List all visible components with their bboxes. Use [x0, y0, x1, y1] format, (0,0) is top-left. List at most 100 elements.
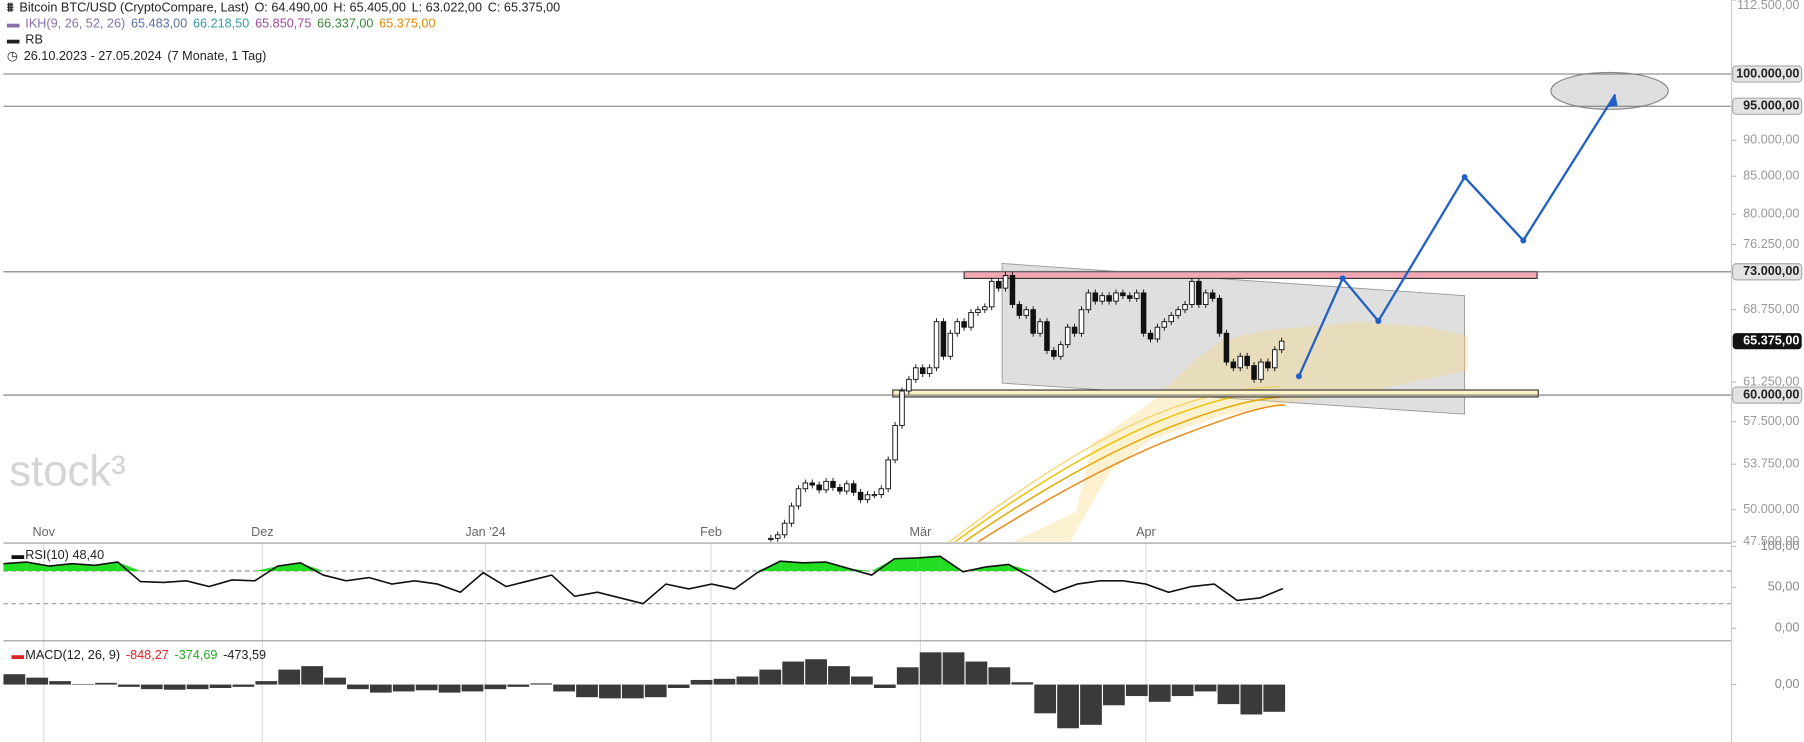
candle: [1023, 309, 1030, 316]
candle: [892, 424, 898, 461]
candle: [774, 534, 781, 539]
y-tick-label: 80.000,00: [1743, 207, 1799, 221]
histogram-bar: [759, 669, 782, 685]
histogram-bar: [873, 684, 896, 689]
candle: [1044, 321, 1050, 351]
histogram-bar: [599, 684, 621, 699]
candle: [1009, 275, 1016, 305]
candle: [919, 367, 926, 375]
histogram-bar: [1148, 684, 1171, 702]
candle: [802, 482, 809, 490]
rsi-line: [3, 555, 1284, 605]
indicator-name: IKH(9, 26, 52, 26): [25, 17, 126, 32]
candle: [1078, 309, 1085, 334]
candle: [899, 390, 905, 426]
candle: [1202, 292, 1209, 305]
histogram-bar: [667, 684, 690, 689]
target-ellipse: [1550, 71, 1669, 110]
candle: [1127, 295, 1133, 299]
candle: [816, 484, 822, 491]
header-row: ▬ RB: [7, 32, 566, 48]
last-price-box: [1732, 333, 1802, 350]
histogram-bar: [690, 679, 713, 685]
y-tick-label: 0,00: [1775, 677, 1800, 691]
chart-header: ⩩ Bitcoin BTC/USD (CryptoCompare, Last) O:…: [7, 0, 566, 64]
x-tick-label: Nov: [32, 525, 55, 539]
histogram-bar: [186, 684, 209, 690]
ohlc-value: C: 65.375,00: [487, 1, 561, 15]
candle: [850, 483, 857, 493]
instrument-title: Bitcoin BTC/USD (CryptoCompare, Last): [19, 1, 249, 15]
histogram-bar: [1240, 684, 1263, 715]
projection: [1295, 93, 1618, 380]
candle: [1030, 309, 1036, 334]
candle: [788, 505, 795, 524]
candle: [1154, 326, 1161, 340]
histogram-bar: [965, 661, 988, 685]
histogram-bar: [278, 669, 301, 685]
watermark: stock³: [9, 447, 126, 496]
level-label-box: [1732, 386, 1803, 404]
level-label: 73.000,00: [1743, 264, 1799, 278]
candle: [878, 488, 885, 495]
histogram-bar: [621, 684, 644, 699]
last-price-label: 65.375,00: [1743, 333, 1799, 347]
legend-value: -374,69: [175, 648, 218, 662]
candle: [1251, 365, 1257, 380]
y-tick-label: 50,00: [1768, 580, 1800, 594]
projection-point: [1520, 237, 1527, 244]
ikh-line: [954, 390, 1283, 542]
ikh-line: [977, 404, 1286, 542]
y-tick-label: 57.500,00: [1743, 414, 1799, 428]
candle: [1120, 292, 1126, 297]
y-tick-label: 90.000,00: [1743, 133, 1799, 147]
candle: [871, 494, 878, 497]
indicator-value: 65.850,75: [255, 17, 312, 32]
candle: [1058, 344, 1064, 357]
candle: [1092, 292, 1099, 302]
candle: [1189, 280, 1195, 305]
histogram-bar: [828, 666, 850, 685]
histogram-bar: [896, 667, 919, 685]
histogram-bar: [461, 684, 484, 692]
candle: [1175, 309, 1181, 316]
resistance-zone: [963, 270, 1538, 279]
projection-point: [1295, 373, 1302, 380]
support-zone: [892, 389, 1539, 398]
legend-swatch: ▬: [12, 548, 25, 562]
overbought-fill: [780, 561, 804, 571]
marks: [3, 272, 1286, 729]
candles: [768, 272, 1285, 542]
histogram-bar: [392, 684, 415, 692]
histogram-bar: [1125, 684, 1148, 697]
candle: [1099, 295, 1105, 302]
histogram-bar: [415, 684, 438, 691]
candle: [1133, 292, 1140, 299]
histogram-bar: [369, 684, 392, 693]
header-row: ◷ 26.10.2023 - 27.05.2024 (7 Monate, 1 Tag…: [7, 48, 566, 64]
histogram-bar: [324, 677, 346, 685]
level-label: 100.000,00: [1736, 66, 1799, 80]
overbought-fill: [117, 562, 141, 571]
y-tick-label: 47.500,00: [1743, 534, 1799, 548]
candle: [768, 537, 774, 540]
header-row: ▬ IKH(9, 26, 52, 26) 65.483,00 66.218,50 65.…: [7, 16, 566, 32]
candle: [1037, 321, 1043, 334]
candle: [1161, 321, 1168, 328]
projection-path: [1297, 93, 1617, 377]
icon: ⩩: [6, 1, 14, 15]
overbought-fill: [962, 566, 986, 571]
candle: [1265, 361, 1271, 369]
candle: [1106, 295, 1112, 302]
histogram-bar: [117, 684, 140, 687]
projection-point: [1461, 174, 1468, 181]
legend-swatch: ▬: [12, 648, 25, 662]
histogram-bar: [530, 683, 553, 685]
candle: [1085, 292, 1092, 311]
y-tick-label: 76.250,00: [1743, 237, 1799, 251]
overbought-fill: [3, 562, 27, 571]
candle: [1237, 355, 1244, 369]
candle: [1278, 340, 1285, 351]
